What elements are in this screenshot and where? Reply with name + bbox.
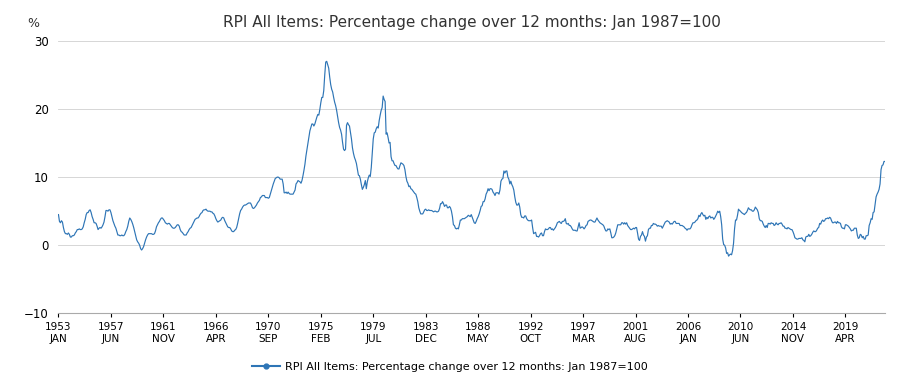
Text: %: % <box>27 17 39 30</box>
Title: RPI All Items: Percentage change over 12 months: Jan 1987=100: RPI All Items: Percentage change over 12… <box>223 15 721 30</box>
Legend: RPI All Items: Percentage change over 12 months: Jan 1987=100: RPI All Items: Percentage change over 12… <box>248 358 652 377</box>
